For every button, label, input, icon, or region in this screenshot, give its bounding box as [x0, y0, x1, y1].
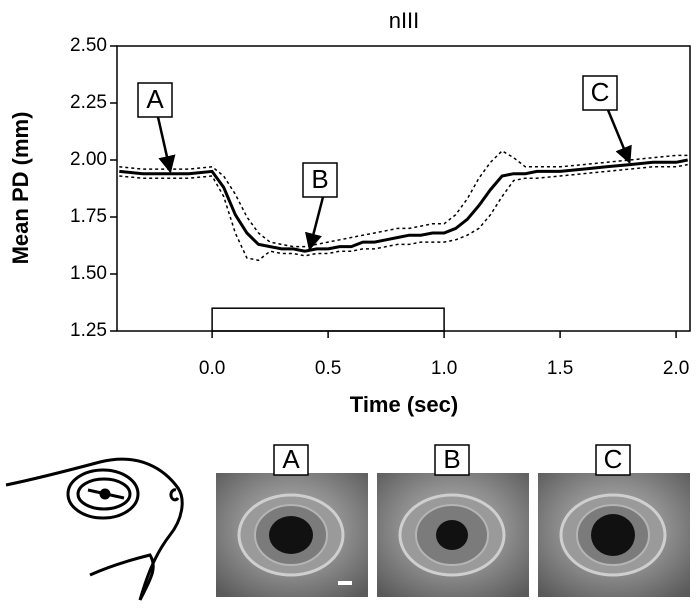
y-tick-label: 1.75: [70, 206, 107, 227]
panel-label-box: [595, 444, 631, 476]
eye-sketch: [5, 457, 184, 601]
x-tick-label: 1.0: [431, 358, 457, 379]
pupil: [269, 516, 313, 554]
photo-panels: A B C: [216, 444, 690, 597]
annotation-label: C: [591, 77, 610, 107]
x-tick-label: 0.0: [199, 358, 225, 379]
y-tick-label: 1.50: [70, 263, 107, 284]
range-line: [119, 149, 688, 248]
y-tick-label: 2.25: [70, 92, 107, 113]
scale-bar: [338, 581, 352, 585]
annotation-box: [582, 75, 618, 111]
mean-line: [119, 158, 688, 253]
chart-title: nIII: [389, 8, 420, 33]
annotation-arrow: [156, 116, 176, 174]
range-line: [119, 163, 688, 262]
panel-label: B: [443, 444, 460, 474]
y-tick-label: 1.25: [70, 320, 107, 341]
x-tick-label: 0.5: [315, 358, 341, 379]
x-tick-label: 1.5: [547, 358, 573, 379]
x-axis-label: Time (sec): [350, 392, 458, 417]
annotation-box: [302, 162, 338, 198]
y-tick-label: 2.50: [70, 35, 107, 56]
annotation-label: B: [311, 164, 328, 194]
y-tick-label: 2.00: [70, 149, 107, 170]
stimulus-bar: [211, 307, 445, 332]
panel-label: C: [604, 444, 623, 474]
pupil: [591, 514, 635, 556]
annotation-label: A: [146, 84, 164, 114]
annotation-arrow: [606, 109, 632, 165]
panel-label-box: [434, 444, 470, 476]
panel-label: A: [282, 444, 300, 474]
annotation-arrow: [305, 196, 325, 251]
pupil: [436, 520, 468, 550]
y-axis-label: Mean PD (mm): [8, 112, 33, 265]
panel-label-box: [273, 444, 309, 476]
annotation-box: [137, 82, 173, 118]
x-tick-label: 2.0: [663, 358, 689, 379]
